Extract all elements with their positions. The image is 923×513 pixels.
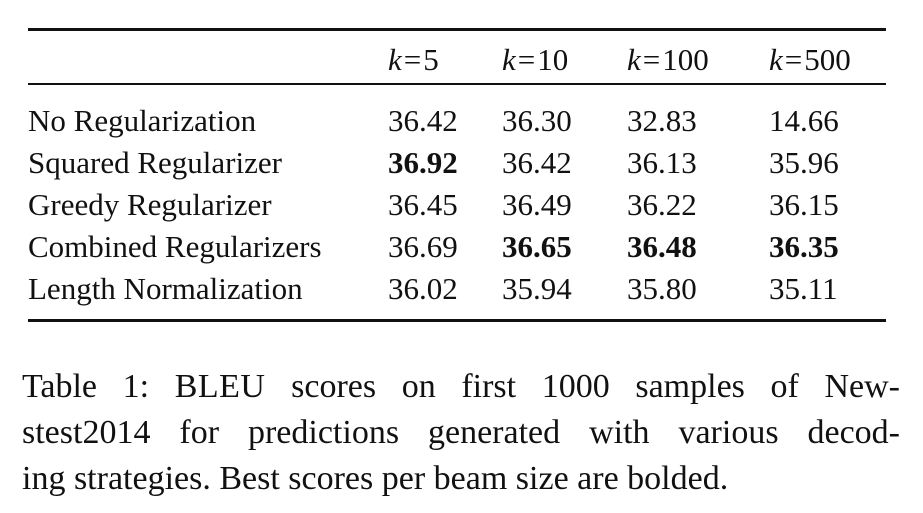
table-row-greedy-regularizer: Greedy Regularizer 36.45 36.49 36.22 36.… bbox=[28, 187, 886, 229]
cell-k500: 35.96 bbox=[769, 145, 839, 180]
table-top-rule bbox=[28, 28, 886, 31]
row-label: Greedy Regularizer bbox=[28, 187, 272, 222]
cell-k10: 36.30 bbox=[502, 103, 572, 138]
header-k100-eq: = bbox=[642, 42, 661, 77]
cell-k5-best: 36.92 bbox=[388, 145, 458, 180]
cell-k500: 14.66 bbox=[769, 103, 839, 138]
table-row-combined-regularizers: Combined Regularizers 36.69 36.65 36.48 … bbox=[28, 229, 886, 271]
table-row-no-regularization: No Regularization 36.42 36.30 32.83 14.6… bbox=[28, 103, 886, 145]
cell-k500: 35.11 bbox=[769, 271, 838, 306]
cell-k10: 36.42 bbox=[502, 145, 572, 180]
header-k500: k=500 bbox=[769, 42, 851, 78]
header-k500-var: k bbox=[769, 42, 783, 77]
header-k5: k=5 bbox=[388, 42, 439, 78]
header-k10-var: k bbox=[502, 42, 516, 77]
header-k500-val: 500 bbox=[804, 42, 851, 77]
cell-k5: 36.02 bbox=[388, 271, 458, 306]
cell-k100-best: 36.48 bbox=[627, 229, 697, 264]
cell-k500-best: 36.35 bbox=[769, 229, 839, 264]
cell-k10: 36.49 bbox=[502, 187, 572, 222]
caption-line-3: ing strategies. Best scores per beam siz… bbox=[22, 460, 729, 497]
header-k10: k=10 bbox=[502, 42, 568, 78]
caption-line-1-rest: scores on first 1000 samples of New- bbox=[291, 368, 900, 405]
cell-k100: 36.22 bbox=[627, 187, 697, 222]
caption-line-2: stest2014 for predictions generated with… bbox=[22, 414, 900, 451]
table-caption: Table 1: BLEU scores on first 1000 sampl… bbox=[22, 364, 900, 502]
table-row-length-normalization: Length Normalization 36.02 35.94 35.80 3… bbox=[28, 271, 886, 313]
table-header-rule bbox=[28, 83, 886, 85]
header-k100-var: k bbox=[627, 42, 641, 77]
header-k100-val: 100 bbox=[662, 42, 709, 77]
cell-k100: 36.13 bbox=[627, 145, 697, 180]
cell-k5: 36.69 bbox=[388, 229, 458, 264]
row-label: Squared Regularizer bbox=[28, 145, 282, 180]
caption-prefix: Table 1: bbox=[22, 368, 150, 405]
header-k5-var: k bbox=[388, 42, 402, 77]
header-k100: k=100 bbox=[627, 42, 709, 78]
header-k5-eq: = bbox=[403, 42, 422, 77]
table-bottom-rule bbox=[28, 319, 886, 322]
row-label: No Regularization bbox=[28, 103, 257, 138]
cell-k5: 36.42 bbox=[388, 103, 458, 138]
caption-metric: BLEU bbox=[174, 368, 266, 405]
caption-line-1: Table 1: BLEU scores on first 1000 sampl… bbox=[22, 364, 900, 410]
header-k500-eq: = bbox=[784, 42, 803, 77]
cell-k5: 36.45 bbox=[388, 187, 458, 222]
table-row-squared-regularizer: Squared Regularizer 36.92 36.42 36.13 35… bbox=[28, 145, 886, 187]
header-k5-val: 5 bbox=[423, 42, 439, 77]
cell-k10-best: 36.65 bbox=[502, 229, 572, 264]
row-label: Combined Regularizers bbox=[28, 229, 322, 264]
cell-k100: 32.83 bbox=[627, 103, 697, 138]
cell-k500: 36.15 bbox=[769, 187, 839, 222]
header-k10-val: 10 bbox=[537, 42, 569, 77]
cell-k10: 35.94 bbox=[502, 271, 572, 306]
header-k10-eq: = bbox=[517, 42, 536, 77]
cell-k100: 35.80 bbox=[627, 271, 697, 306]
row-label: Length Normalization bbox=[28, 271, 303, 306]
